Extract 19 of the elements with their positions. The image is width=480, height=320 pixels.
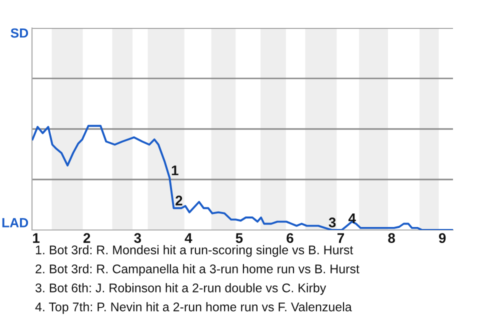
annotation: 1 xyxy=(172,166,178,176)
text: 4. Top 7th: P. Nevin hit a 2-run home run vs F. Valenzuela xyxy=(35,302,352,314)
annotation: 3 xyxy=(328,218,336,228)
x-tick-label: 5 xyxy=(236,233,243,243)
x-tick-label: 1 xyxy=(33,233,40,243)
text: 3. Bot 6th: J. Robinson hit a 2-run double vs C. Kirby xyxy=(35,283,326,295)
text: SD xyxy=(10,28,28,38)
x-tick-label: 9 xyxy=(438,233,446,243)
x-tick-label: 8 xyxy=(388,233,395,243)
annotation: 4 xyxy=(348,214,356,224)
x-tick-label: 4 xyxy=(184,233,192,243)
text: 1. Bot 3rd: R. Mondesi hit a run-scoring single vs B. Hurst xyxy=(36,245,354,257)
text: 2. Bot 3rd: R. Campanella hit a 3-run home run vs B. Hurst xyxy=(36,264,360,276)
x-tick-label: 3 xyxy=(134,233,141,243)
annotation: 2 xyxy=(176,196,182,206)
x-tick-label: 6 xyxy=(286,233,294,243)
x-tick-label: 7 xyxy=(338,233,344,243)
x-tick-label: 2 xyxy=(83,233,90,243)
text: LAD xyxy=(2,218,28,228)
